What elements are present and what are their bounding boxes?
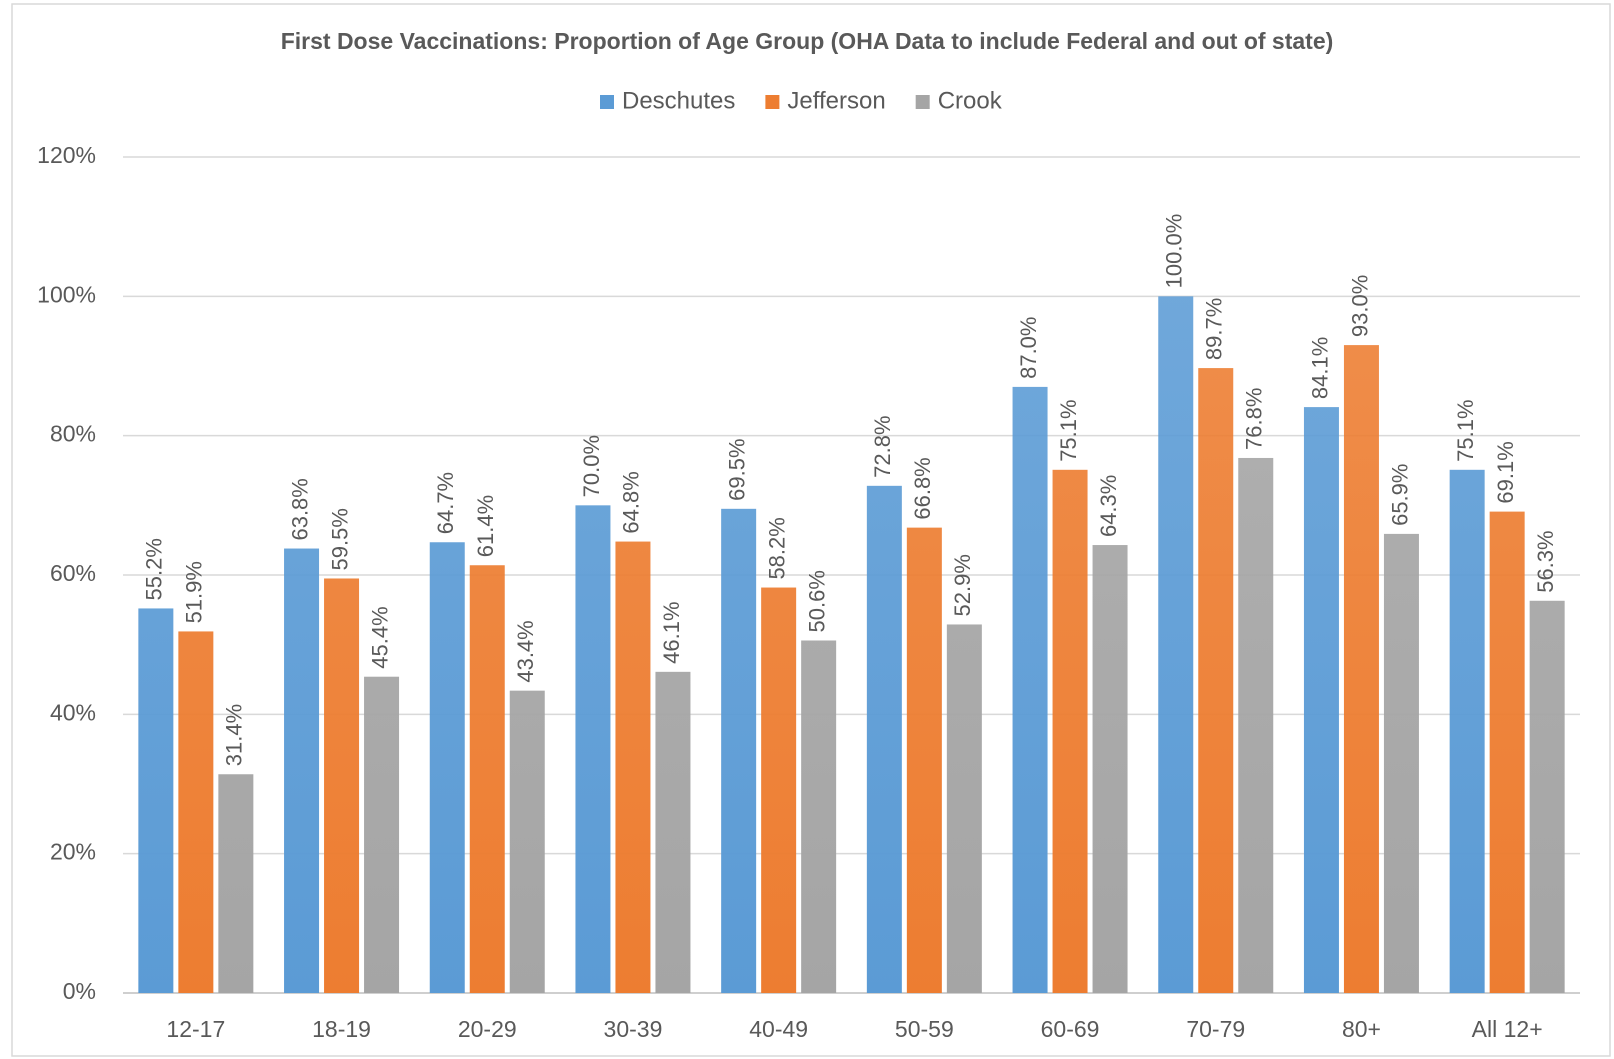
x-tick-label: 20-29: [458, 1016, 517, 1042]
value-label: 93.0%: [1347, 275, 1372, 337]
value-label: 75.1%: [1453, 399, 1478, 461]
x-tick-label: 60-69: [1041, 1016, 1100, 1042]
y-tick-label: 80%: [50, 421, 96, 447]
value-label: 69.1%: [1493, 441, 1518, 503]
bar: [1449, 469, 1485, 993]
y-tick-label: 60%: [50, 560, 96, 586]
bar: [721, 508, 757, 993]
value-label: 52.9%: [950, 554, 975, 616]
value-label: 100.0%: [1162, 214, 1187, 289]
value-label: 63.8%: [287, 478, 312, 540]
value-label: 76.8%: [1242, 388, 1267, 450]
bar: [1303, 407, 1339, 993]
y-tick-label: 100%: [37, 281, 96, 307]
bar: [178, 631, 214, 993]
value-label: 75.1%: [1056, 399, 1081, 461]
bar: [761, 587, 797, 993]
bar: [1489, 511, 1525, 993]
bar: [469, 565, 505, 993]
legend-label: Deschutes: [622, 87, 735, 114]
value-label: 84.1%: [1307, 337, 1332, 399]
bar: [1238, 457, 1274, 994]
legend-label: Crook: [938, 87, 1003, 114]
x-tick-label: 80+: [1342, 1016, 1381, 1042]
value-label: 66.8%: [910, 457, 935, 519]
x-tick-label: All 12+: [1472, 1016, 1543, 1042]
value-label: 87.0%: [1016, 317, 1041, 379]
value-label: 64.3%: [1096, 475, 1121, 537]
y-tick-label: 40%: [50, 699, 96, 725]
bar: [1092, 545, 1128, 993]
bar: [324, 578, 360, 993]
value-label: 59.5%: [327, 508, 352, 570]
value-label: 72.8%: [870, 415, 895, 477]
value-label: 89.7%: [1202, 298, 1227, 360]
bar: [429, 542, 465, 993]
value-label: 61.4%: [473, 495, 498, 557]
bar: [946, 624, 982, 993]
value-label: 46.1%: [659, 601, 684, 663]
value-label: 31.4%: [222, 704, 247, 766]
y-tick-label: 20%: [50, 839, 96, 865]
value-label: 64.8%: [619, 471, 644, 533]
value-label: 43.4%: [513, 620, 538, 682]
bar: [615, 541, 651, 993]
x-tick-label: 12-17: [166, 1016, 225, 1042]
bar: [655, 671, 691, 993]
legend-swatch: [765, 95, 780, 109]
bar: [509, 690, 545, 993]
bar: [1343, 345, 1379, 994]
bar: [1158, 296, 1194, 993]
legend-swatch: [600, 95, 614, 109]
bar: [866, 485, 902, 993]
bar: [138, 608, 174, 993]
bar: [906, 527, 942, 993]
x-tick-label: 18-19: [312, 1016, 371, 1042]
value-label: 64.7%: [433, 472, 458, 534]
bar: [218, 774, 254, 993]
value-label: 55.2%: [142, 538, 167, 600]
bar: [1529, 600, 1565, 993]
bar: [284, 548, 320, 993]
bar: [801, 640, 837, 993]
x-tick-label: 70-79: [1186, 1016, 1245, 1042]
x-tick-label: 30-39: [604, 1016, 663, 1042]
bar: [1383, 533, 1419, 993]
value-label: 58.2%: [764, 517, 789, 579]
value-label: 56.3%: [1533, 530, 1558, 592]
value-label: 65.9%: [1387, 464, 1412, 526]
legend-label: Jefferson: [787, 87, 885, 114]
x-tick-label: 40-49: [749, 1016, 808, 1042]
value-label: 69.5%: [724, 438, 749, 500]
chart-title: First Dose Vaccinations: Proportion of A…: [281, 28, 1334, 54]
bar: [1052, 469, 1088, 993]
bar: [1198, 368, 1234, 994]
bar: [575, 505, 611, 993]
x-tick-label: 50-59: [895, 1016, 954, 1042]
value-label: 50.6%: [804, 570, 829, 632]
legend-swatch: [915, 95, 930, 109]
y-tick-label: 120%: [37, 142, 96, 168]
bar: [1012, 386, 1048, 993]
value-label: 45.4%: [367, 606, 392, 668]
y-tick-label: 0%: [63, 978, 96, 1004]
value-label: 51.9%: [182, 561, 207, 623]
value-label: 70.0%: [579, 435, 604, 497]
bar: [364, 676, 400, 993]
